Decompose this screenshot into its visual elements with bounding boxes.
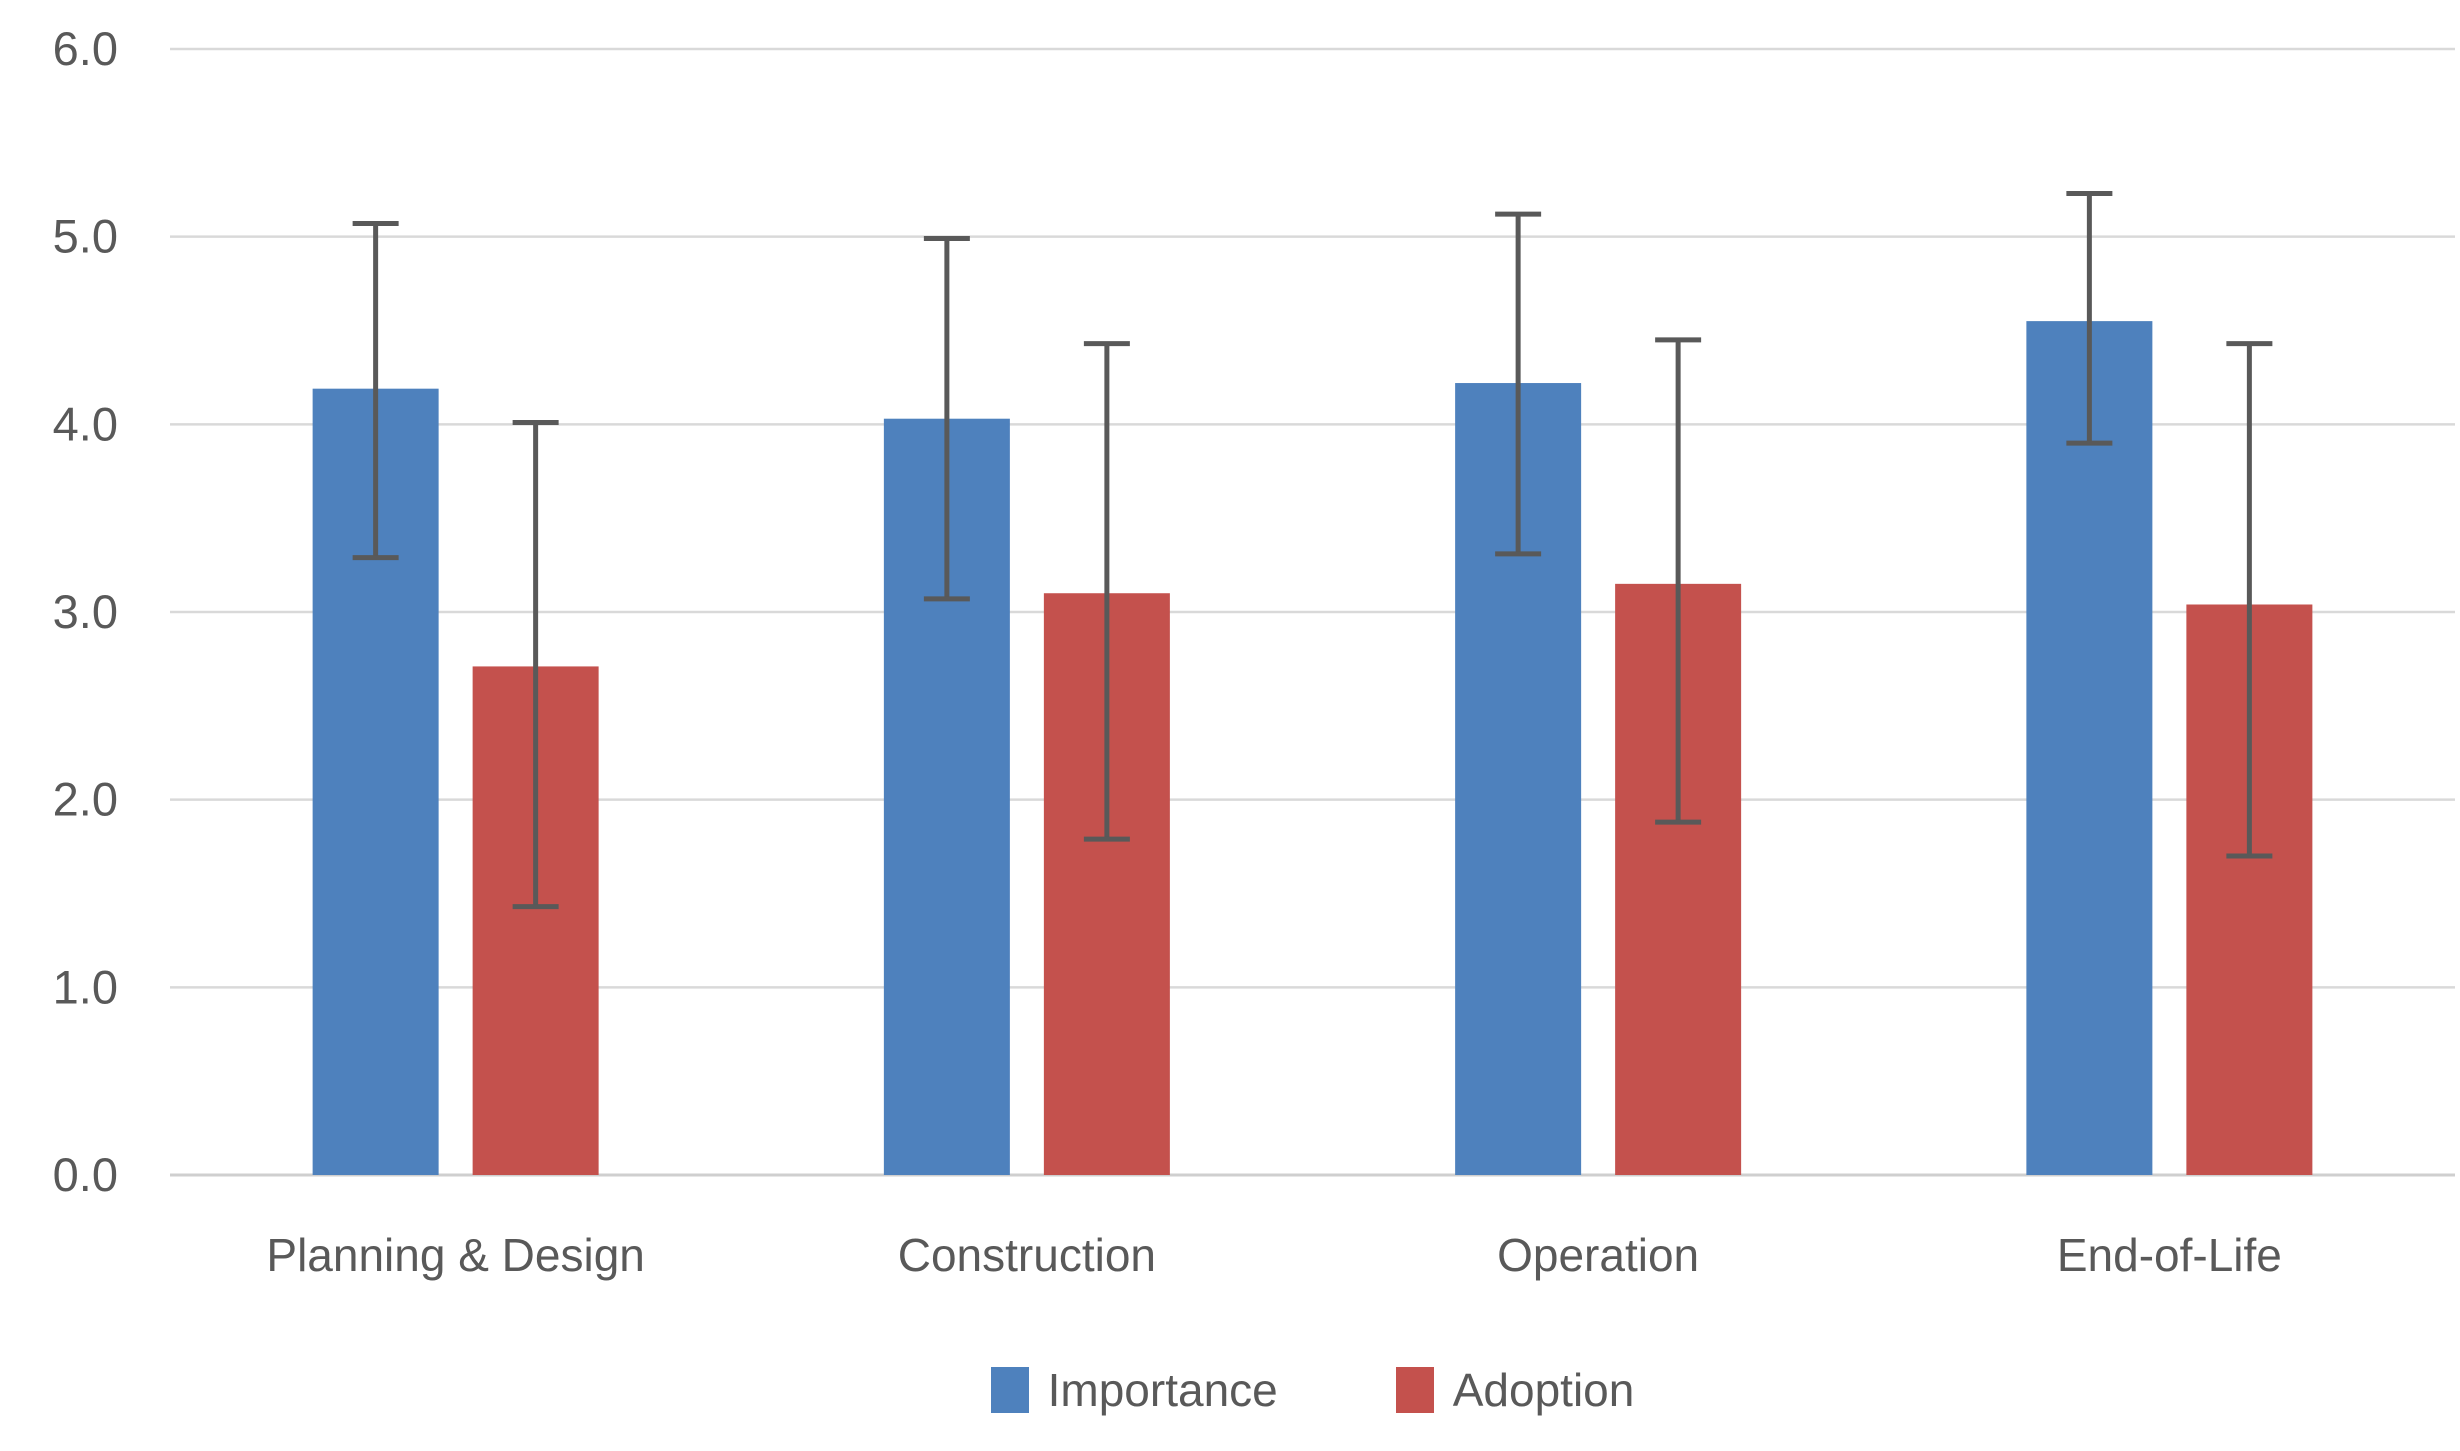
- y-tick-label: 4.0: [53, 397, 118, 450]
- y-tick-label: 5.0: [53, 210, 118, 263]
- y-tick-label: 2.0: [53, 773, 118, 826]
- legend-swatch-adoption-icon: [1395, 1367, 1434, 1413]
- legend-label-adoption: Adoption: [1452, 1364, 1635, 1416]
- y-tick-label: 3.0: [53, 585, 118, 638]
- legend-swatch-importance-icon: [990, 1367, 1029, 1413]
- y-tick-label: 1.0: [53, 960, 118, 1013]
- legend-item-importance: Importance: [990, 1364, 1278, 1416]
- y-tick-label: 0.0: [53, 1148, 118, 1201]
- x-axis-label-construction: Construction: [898, 1229, 1156, 1281]
- legend-label-importance: Importance: [1047, 1364, 1278, 1416]
- x-axis-label-end-of-life: End-of-Life: [2057, 1229, 2282, 1281]
- chart-legend: Importance Adoption: [170, 1358, 2455, 1422]
- y-tick-label: 6.0: [53, 22, 118, 75]
- x-axis-label-operation: Operation: [1497, 1229, 1699, 1281]
- x-axis-label-planning-design: Planning & Design: [266, 1229, 644, 1281]
- bar-importance-end-of-life: [2026, 321, 2153, 1175]
- legend-item-adoption: Adoption: [1395, 1364, 1635, 1416]
